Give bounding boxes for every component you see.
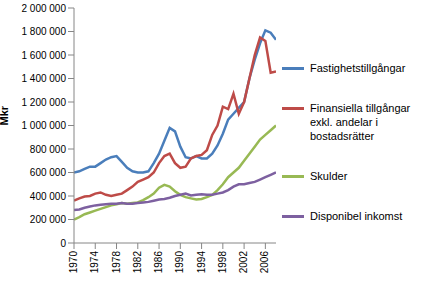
svg-text:2002: 2002 xyxy=(238,251,249,274)
html-text:Finansiella tillgångar exkl. a: Finansiella tillgångar exkl. andelar i b… xyxy=(310,101,411,142)
svg-text:1994: 1994 xyxy=(196,251,207,274)
svg-text:1982: 1982 xyxy=(132,251,143,274)
svg-text:1 000 000: 1 000 000 xyxy=(22,120,67,131)
svg-text:1986: 1986 xyxy=(153,251,164,274)
svg-text:1 800 000: 1 800 000 xyxy=(22,26,67,37)
svg-text:1974: 1974 xyxy=(89,251,100,274)
svg-text:200 000: 200 000 xyxy=(30,214,67,225)
svg-text:600 000: 600 000 xyxy=(30,167,67,178)
svg-text:1 600 000: 1 600 000 xyxy=(22,50,67,61)
html-text:Skulder: Skulder xyxy=(310,169,348,182)
svg-text:2 000 000: 2 000 000 xyxy=(22,3,67,14)
svg-text:2006: 2006 xyxy=(259,251,270,274)
svg-text:1 400 000: 1 400 000 xyxy=(22,73,67,84)
svg-text:0: 0 xyxy=(60,238,66,249)
svg-text:1978: 1978 xyxy=(111,251,122,274)
svg-text:400 000: 400 000 xyxy=(30,191,67,202)
svg-text:Mkr: Mkr xyxy=(8,105,10,125)
svg-text:800 000: 800 000 xyxy=(30,144,67,155)
svg-text:1990: 1990 xyxy=(174,251,185,274)
svg-text:1998: 1998 xyxy=(217,251,228,274)
svg-text:1970: 1970 xyxy=(68,251,79,274)
html-text:Disponibel inkomst: Disponibel inkomst xyxy=(310,209,403,222)
svg-text:1 200 000: 1 200 000 xyxy=(22,97,67,108)
html-text:Fastighetstillgångar: Fastighetstillgångar xyxy=(310,61,406,74)
